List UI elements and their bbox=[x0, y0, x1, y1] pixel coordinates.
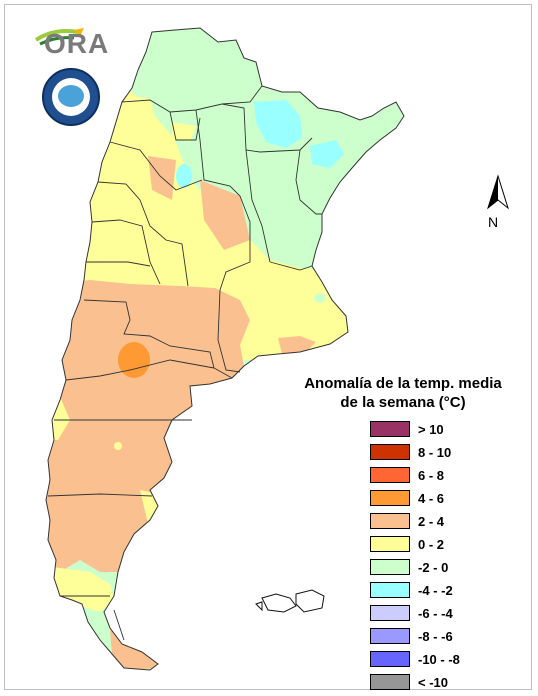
legend-swatch bbox=[370, 582, 410, 598]
malvinas-islands bbox=[255, 589, 325, 613]
legend-label: -6 - -4 bbox=[418, 606, 453, 621]
legend-swatch bbox=[370, 605, 410, 621]
legend-label: 4 - 6 bbox=[418, 491, 445, 506]
ora-logo-text: ORA bbox=[44, 28, 110, 59]
legend-swatch bbox=[370, 444, 410, 460]
province-borders bbox=[47, 85, 322, 641]
legend-swatch bbox=[370, 421, 410, 437]
legend-title: Anomalía de la temp. media de la semana … bbox=[292, 374, 514, 412]
legend-swatch bbox=[370, 513, 410, 529]
legend-label: -8 - -6 bbox=[418, 629, 453, 644]
north-label: N bbox=[488, 214, 499, 230]
legend-label: < -10 bbox=[418, 675, 448, 690]
country-outline bbox=[45, 27, 405, 671]
legend-swatch bbox=[370, 628, 410, 644]
ora-logo bbox=[34, 26, 104, 58]
legend-label: -10 - -8 bbox=[418, 652, 460, 667]
legend-swatch bbox=[370, 559, 410, 575]
legend-label: 6 - 8 bbox=[418, 468, 445, 483]
legend-label: > 10 bbox=[418, 422, 444, 437]
legend-label: -2 - 0 bbox=[418, 560, 449, 575]
legend-label: -4 - -2 bbox=[418, 583, 453, 598]
legend-swatch bbox=[370, 651, 410, 667]
legend-title-line1: Anomalía de la temp. media bbox=[304, 375, 502, 392]
legend-label: 2 - 4 bbox=[418, 514, 445, 529]
smn-seal-logo bbox=[42, 68, 100, 126]
legend-swatch bbox=[370, 467, 410, 483]
legend-swatch bbox=[370, 490, 410, 506]
legend-swatch bbox=[370, 536, 410, 552]
legend-title-line2: de la semana (°C) bbox=[340, 394, 466, 411]
legend-label: 8 - 10 bbox=[418, 445, 452, 460]
legend-label: 0 - 2 bbox=[418, 537, 445, 552]
north-arrow-icon bbox=[487, 174, 509, 210]
map-frame bbox=[4, 4, 532, 690]
legend-swatch bbox=[370, 674, 410, 690]
